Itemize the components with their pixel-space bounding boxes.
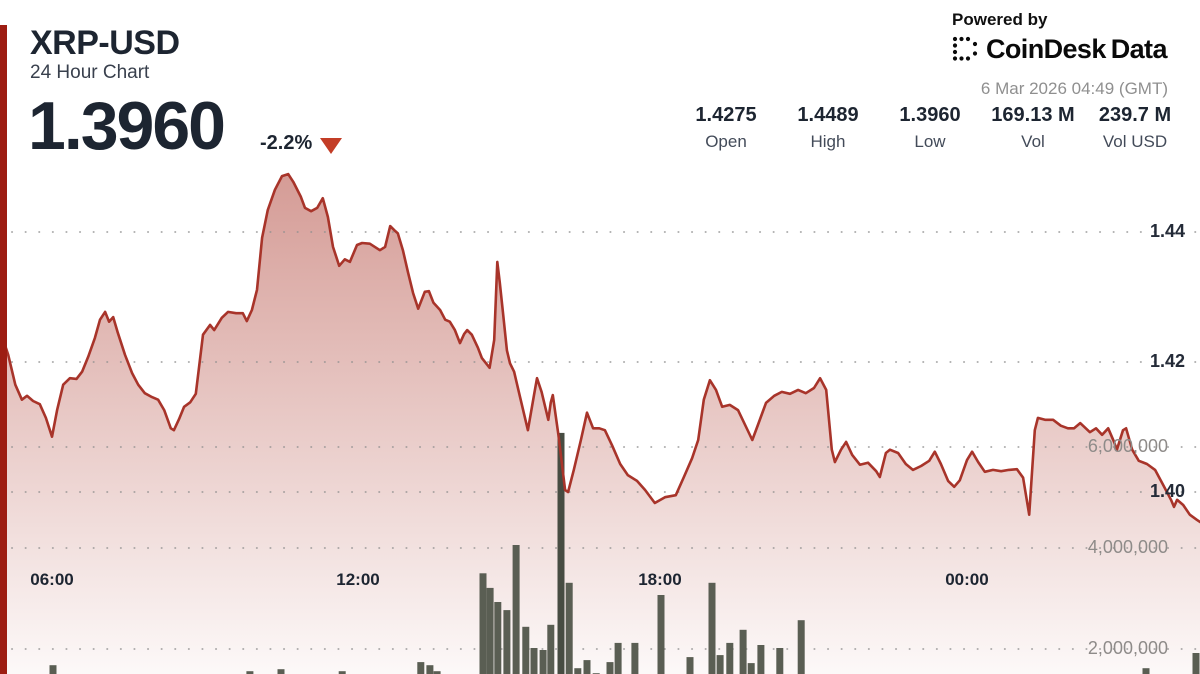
stat-high: 1.4489 High <box>797 104 858 152</box>
stat-value: 1.3960 <box>899 104 961 126</box>
x-tick-0600: 06:00 <box>30 570 74 589</box>
stat-label: Open <box>705 132 747 151</box>
stat-label: Vol USD <box>1102 132 1168 151</box>
y-tick-price-1.40: 1.40 <box>1149 481 1185 501</box>
stat-label: Low <box>914 132 946 151</box>
symbol-title: XRP-USD <box>30 24 180 62</box>
stat-vol-usd: 239.7 M Vol USD <box>1099 104 1171 152</box>
y-tick-price-1.42: 1.42 <box>1149 351 1185 371</box>
current-price: 1.3960 <box>28 88 226 164</box>
stat-open: 1.4275 Open <box>695 104 756 152</box>
stat-low: 1.3960 Low <box>899 104 960 152</box>
chart-timestamp: 6 Mar 2026 04:49 (GMT) <box>980 79 1168 98</box>
price-line <box>0 172 1200 524</box>
x-tick-0000: 00:00 <box>945 570 989 589</box>
volume-bars <box>49 432 1200 674</box>
x-tick-1200: 12:00 <box>336 570 380 589</box>
triangle-down-icon <box>320 138 342 154</box>
stat-label: High <box>810 132 846 151</box>
y-tick-volume-2000000: 2,000,000 <box>1087 638 1168 658</box>
coindesk-logo-icon <box>952 36 978 61</box>
stat-value: 169.13 M <box>991 104 1075 126</box>
powered-by-label: Powered by <box>952 10 1048 29</box>
stat-value: 1.4275 <box>695 104 757 126</box>
stat-value: 1.4489 <box>797 104 859 126</box>
left-edge-accent <box>0 25 7 674</box>
x-tick-1800: 18:00 <box>638 570 682 589</box>
coindesk-branding[interactable]: Powered by CoinDesk Data <box>952 10 1172 65</box>
y-tick-volume-4000000: 4,000,000 <box>1087 537 1168 557</box>
y-tick-volume-6000000: 6,000,000 <box>1087 436 1168 456</box>
stat-label: Vol <box>1021 132 1045 151</box>
stat-value: 239.7 M <box>1098 104 1172 126</box>
price-change-percent: -2.2% <box>260 132 313 154</box>
price-area-fill <box>0 174 1200 674</box>
stat-vol: 169.13 M Vol <box>991 104 1074 152</box>
y-tick-price-1.44: 1.44 <box>1149 221 1185 241</box>
chart-subtitle: 24 Hour Chart <box>30 62 150 83</box>
coindesk-wordmark: CoinDesk Data <box>986 34 1167 64</box>
